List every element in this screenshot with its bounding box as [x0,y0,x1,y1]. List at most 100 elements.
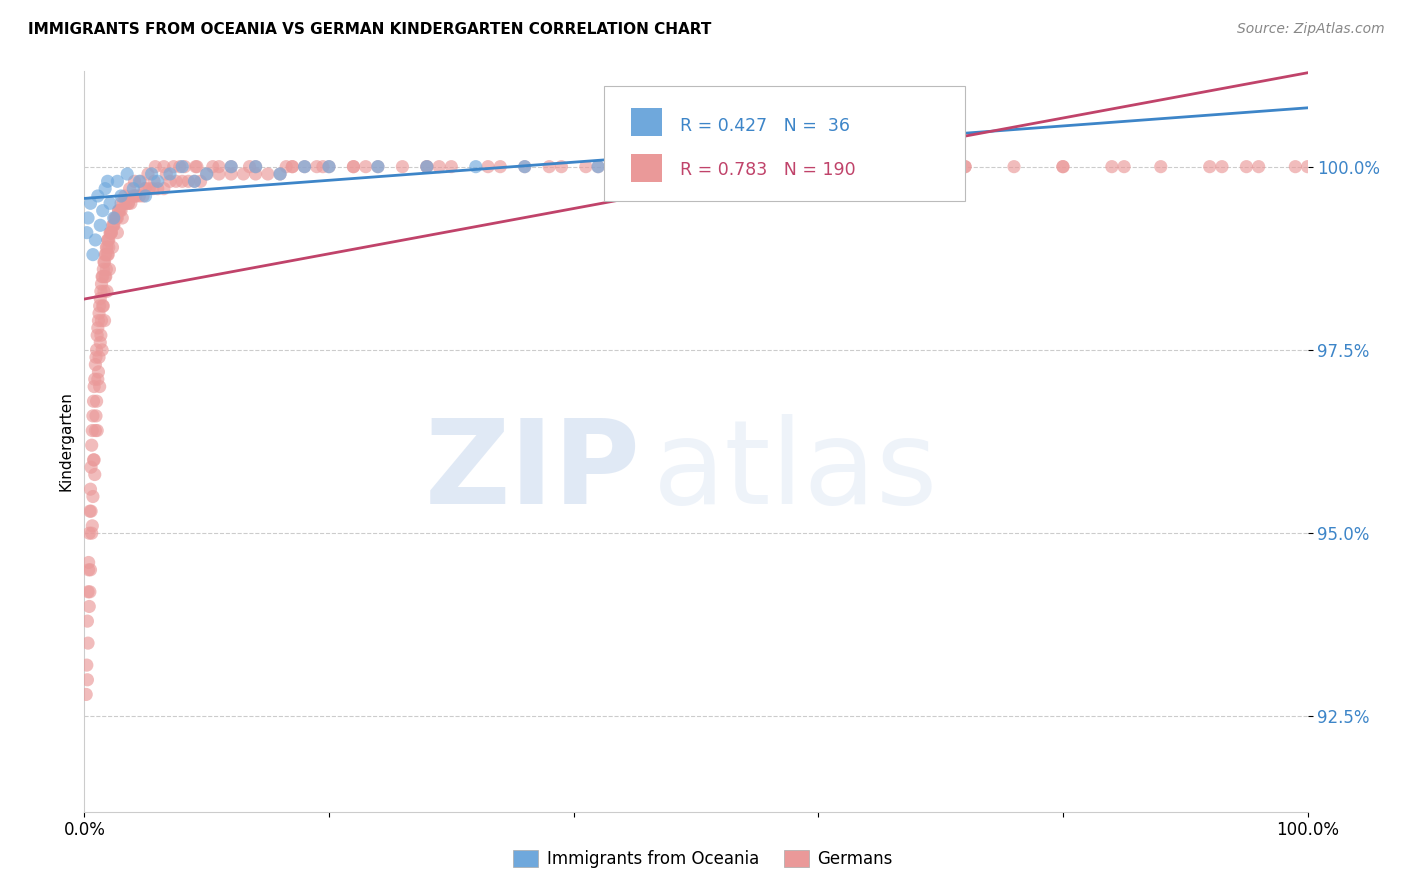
Point [238,160,260,174]
Point [1150,160,1173,174]
Point [105,226,128,240]
Point [77,599,100,614]
Point [318,160,340,174]
Point [146,181,169,195]
Point [208,160,231,174]
Point [110,189,132,203]
Point [91,299,114,313]
Point [77,584,100,599]
Point [118,181,141,195]
Point [831,160,853,174]
Point [159,167,181,181]
Point [83,394,105,409]
Point [513,160,536,174]
Point [93,285,115,299]
Point [83,379,105,393]
Point [76,658,98,673]
Point [163,160,186,174]
Point [115,196,138,211]
Bar [631,153,662,182]
Point [195,167,218,181]
Point [103,211,125,225]
Point [100,226,122,240]
Point [101,219,124,233]
Point [135,189,157,203]
Point [94,247,117,261]
Point [87,321,110,335]
Point [953,160,976,174]
Point [550,160,572,174]
Point [80,460,103,475]
Point [84,409,107,423]
Point [1052,160,1074,174]
Point [101,240,124,254]
Point [105,211,128,225]
FancyBboxPatch shape [605,87,965,201]
Point [98,196,121,211]
Point [79,504,101,518]
Point [276,160,298,174]
Point [201,160,224,174]
Y-axis label: Kindergarten: Kindergarten [58,392,73,491]
Point [89,299,111,313]
Point [104,211,127,225]
Point [107,203,129,218]
Point [183,174,205,188]
Point [464,160,486,174]
Point [128,174,150,188]
Point [142,181,165,195]
Point [477,160,499,174]
Point [416,160,439,174]
Text: R = 0.427   N =  36: R = 0.427 N = 36 [681,117,851,135]
Point [94,269,117,284]
Point [120,196,142,211]
Point [122,181,145,195]
Point [110,203,132,218]
Point [76,673,98,687]
Point [153,181,176,195]
Point [93,255,115,269]
Point [172,174,194,188]
Point [111,211,134,225]
Point [538,160,561,174]
Point [84,233,107,247]
Point [90,328,112,343]
Point [83,453,105,467]
Point [807,160,830,174]
Point [110,196,132,211]
Point [108,203,131,218]
Point [117,196,139,211]
Point [76,614,98,628]
Point [80,438,103,452]
Point [124,174,146,188]
Point [1296,160,1319,174]
Point [84,358,107,372]
Point [96,262,118,277]
Point [87,189,110,203]
Point [1284,160,1306,174]
Point [219,160,242,174]
Point [89,292,111,306]
Point [93,255,115,269]
Point [97,247,120,261]
Point [953,160,976,174]
Point [134,181,156,195]
Point [82,409,104,423]
Point [86,394,108,409]
Point [87,350,110,364]
Point [77,556,100,570]
Point [91,203,114,218]
Point [82,519,104,533]
Point [269,167,291,181]
Point [103,219,125,233]
Point [135,181,157,195]
Point [132,189,155,203]
Point [82,247,104,261]
Point [94,181,117,195]
Point [96,240,118,254]
Point [184,160,207,174]
Point [1052,160,1074,174]
Point [84,350,107,364]
Point [294,160,316,174]
Point [1002,160,1025,174]
